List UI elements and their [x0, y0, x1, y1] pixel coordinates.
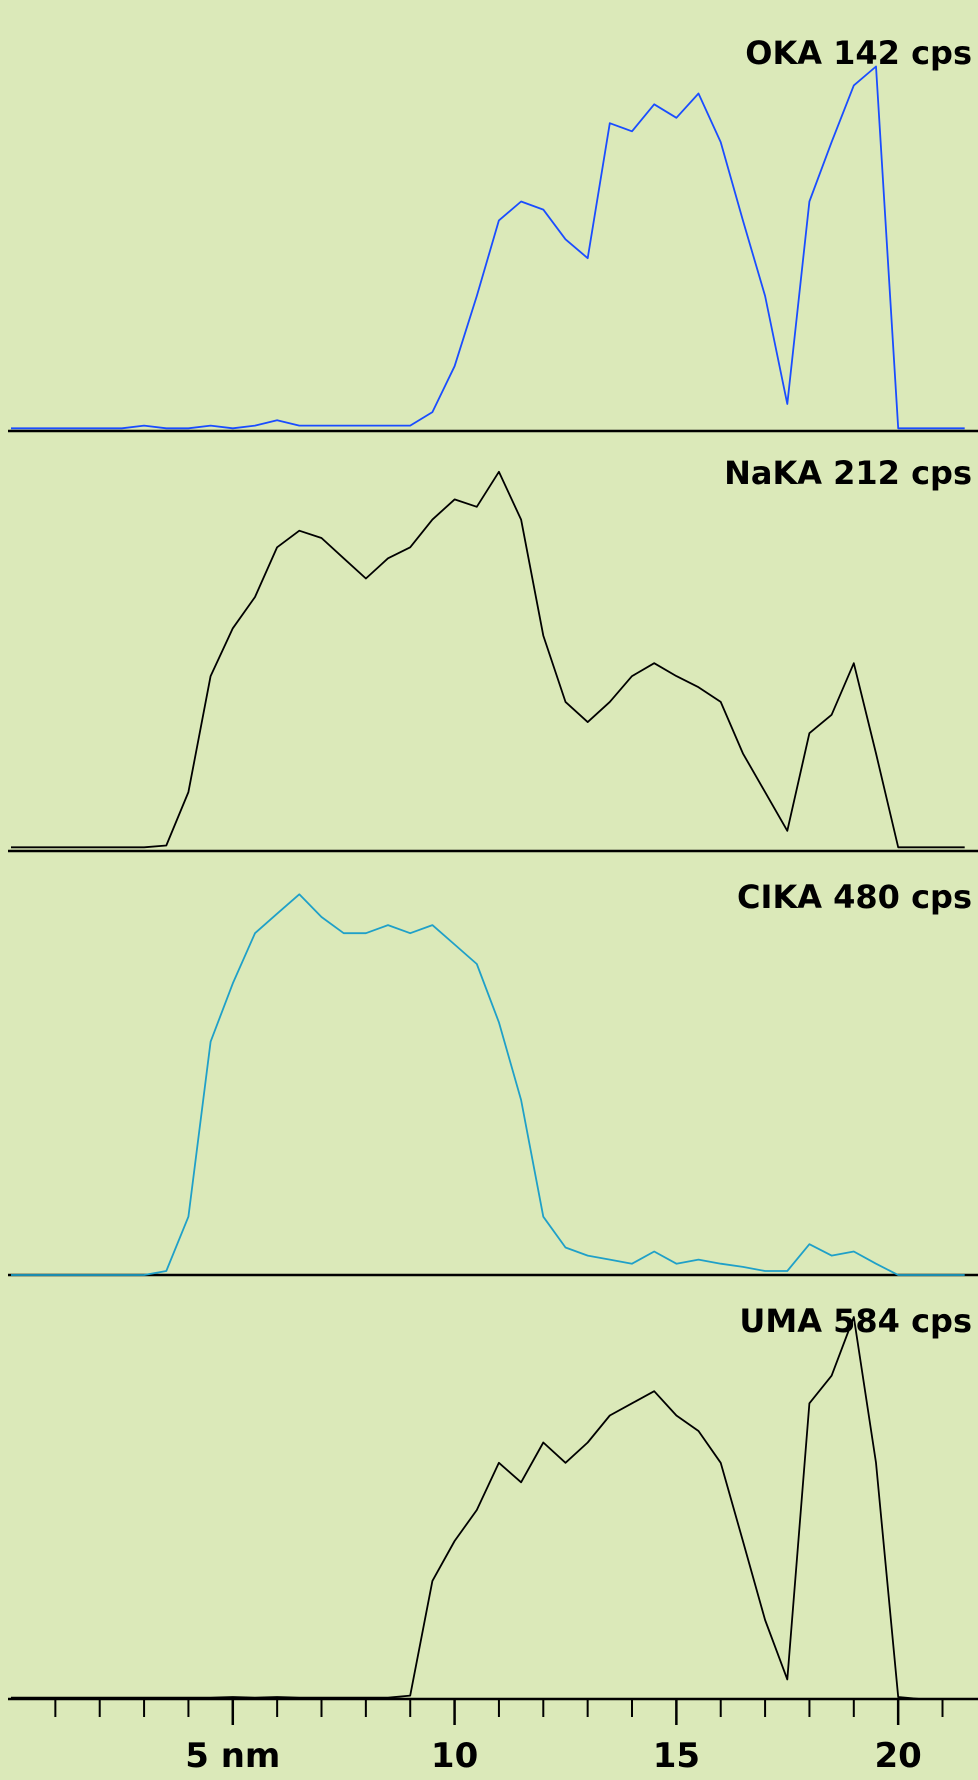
panel-title: UMA 584 cps [739, 1302, 972, 1340]
panel-title: OKA 142 cps [745, 34, 972, 72]
data-line [11, 470, 965, 849]
data-line [11, 65, 965, 430]
panel-title: CIKA 480 cps [737, 878, 972, 916]
x-tick-label: 20 [874, 1736, 921, 1776]
x-tick-label: 10 [431, 1736, 478, 1776]
data-line [11, 893, 965, 1276]
panel-title: NaKA 212 cps [724, 454, 972, 492]
x-tick-label: 15 [653, 1736, 700, 1776]
x-tick-label: 5 nm [185, 1736, 280, 1776]
data-line [11, 1316, 965, 1700]
